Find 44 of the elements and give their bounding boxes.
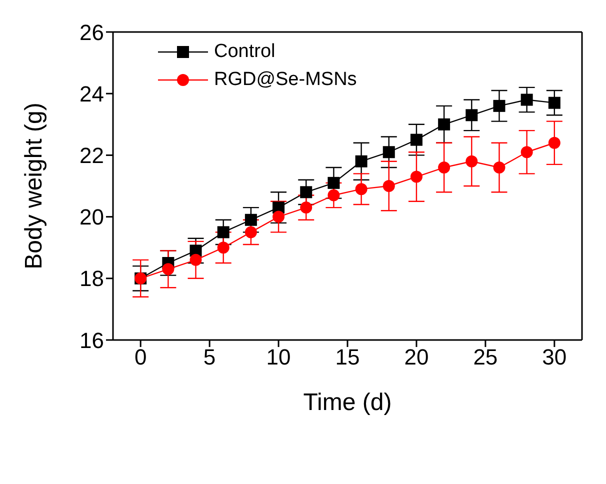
point [382,146,395,158]
point [162,263,174,276]
point [328,189,340,202]
point [410,170,422,183]
point [548,136,560,149]
point [244,214,257,226]
x-tick-label: 30 [542,344,567,370]
x-tick-label: 10 [266,344,291,370]
x-tick-label: 15 [335,344,360,370]
point [300,186,312,198]
legend-label: RGD@Se-MSNs [214,69,357,91]
point [493,162,506,174]
point [328,176,340,189]
y-axis-title: Body weight (g) [20,102,48,270]
point [190,254,202,266]
point [493,100,506,112]
point [438,118,450,130]
point [217,242,230,254]
point [272,210,285,223]
x-tick-label: 25 [473,344,498,370]
y-tick-label: 18 [80,266,104,292]
point [355,155,368,168]
point [300,202,312,214]
point [466,109,478,122]
point [382,180,395,192]
y-tick-label: 16 [80,328,104,353]
point [244,226,257,238]
point [217,226,230,238]
y-tick-label: 24 [80,81,104,106]
x-axis-title: Time (d) [303,389,392,416]
point [410,134,422,146]
x-tick-label: 5 [203,344,216,370]
legend-label: Control [214,41,276,63]
point [548,96,560,109]
point [520,146,533,158]
y-tick-label: 26 [80,20,104,45]
x-tick-label: 20 [404,344,429,370]
point [466,155,478,168]
point [438,162,450,174]
y-tick-label: 20 [80,204,104,230]
point [520,94,533,106]
x-tick-label: 0 [134,344,147,370]
point [355,183,368,196]
y-tick-label: 22 [80,143,104,168]
